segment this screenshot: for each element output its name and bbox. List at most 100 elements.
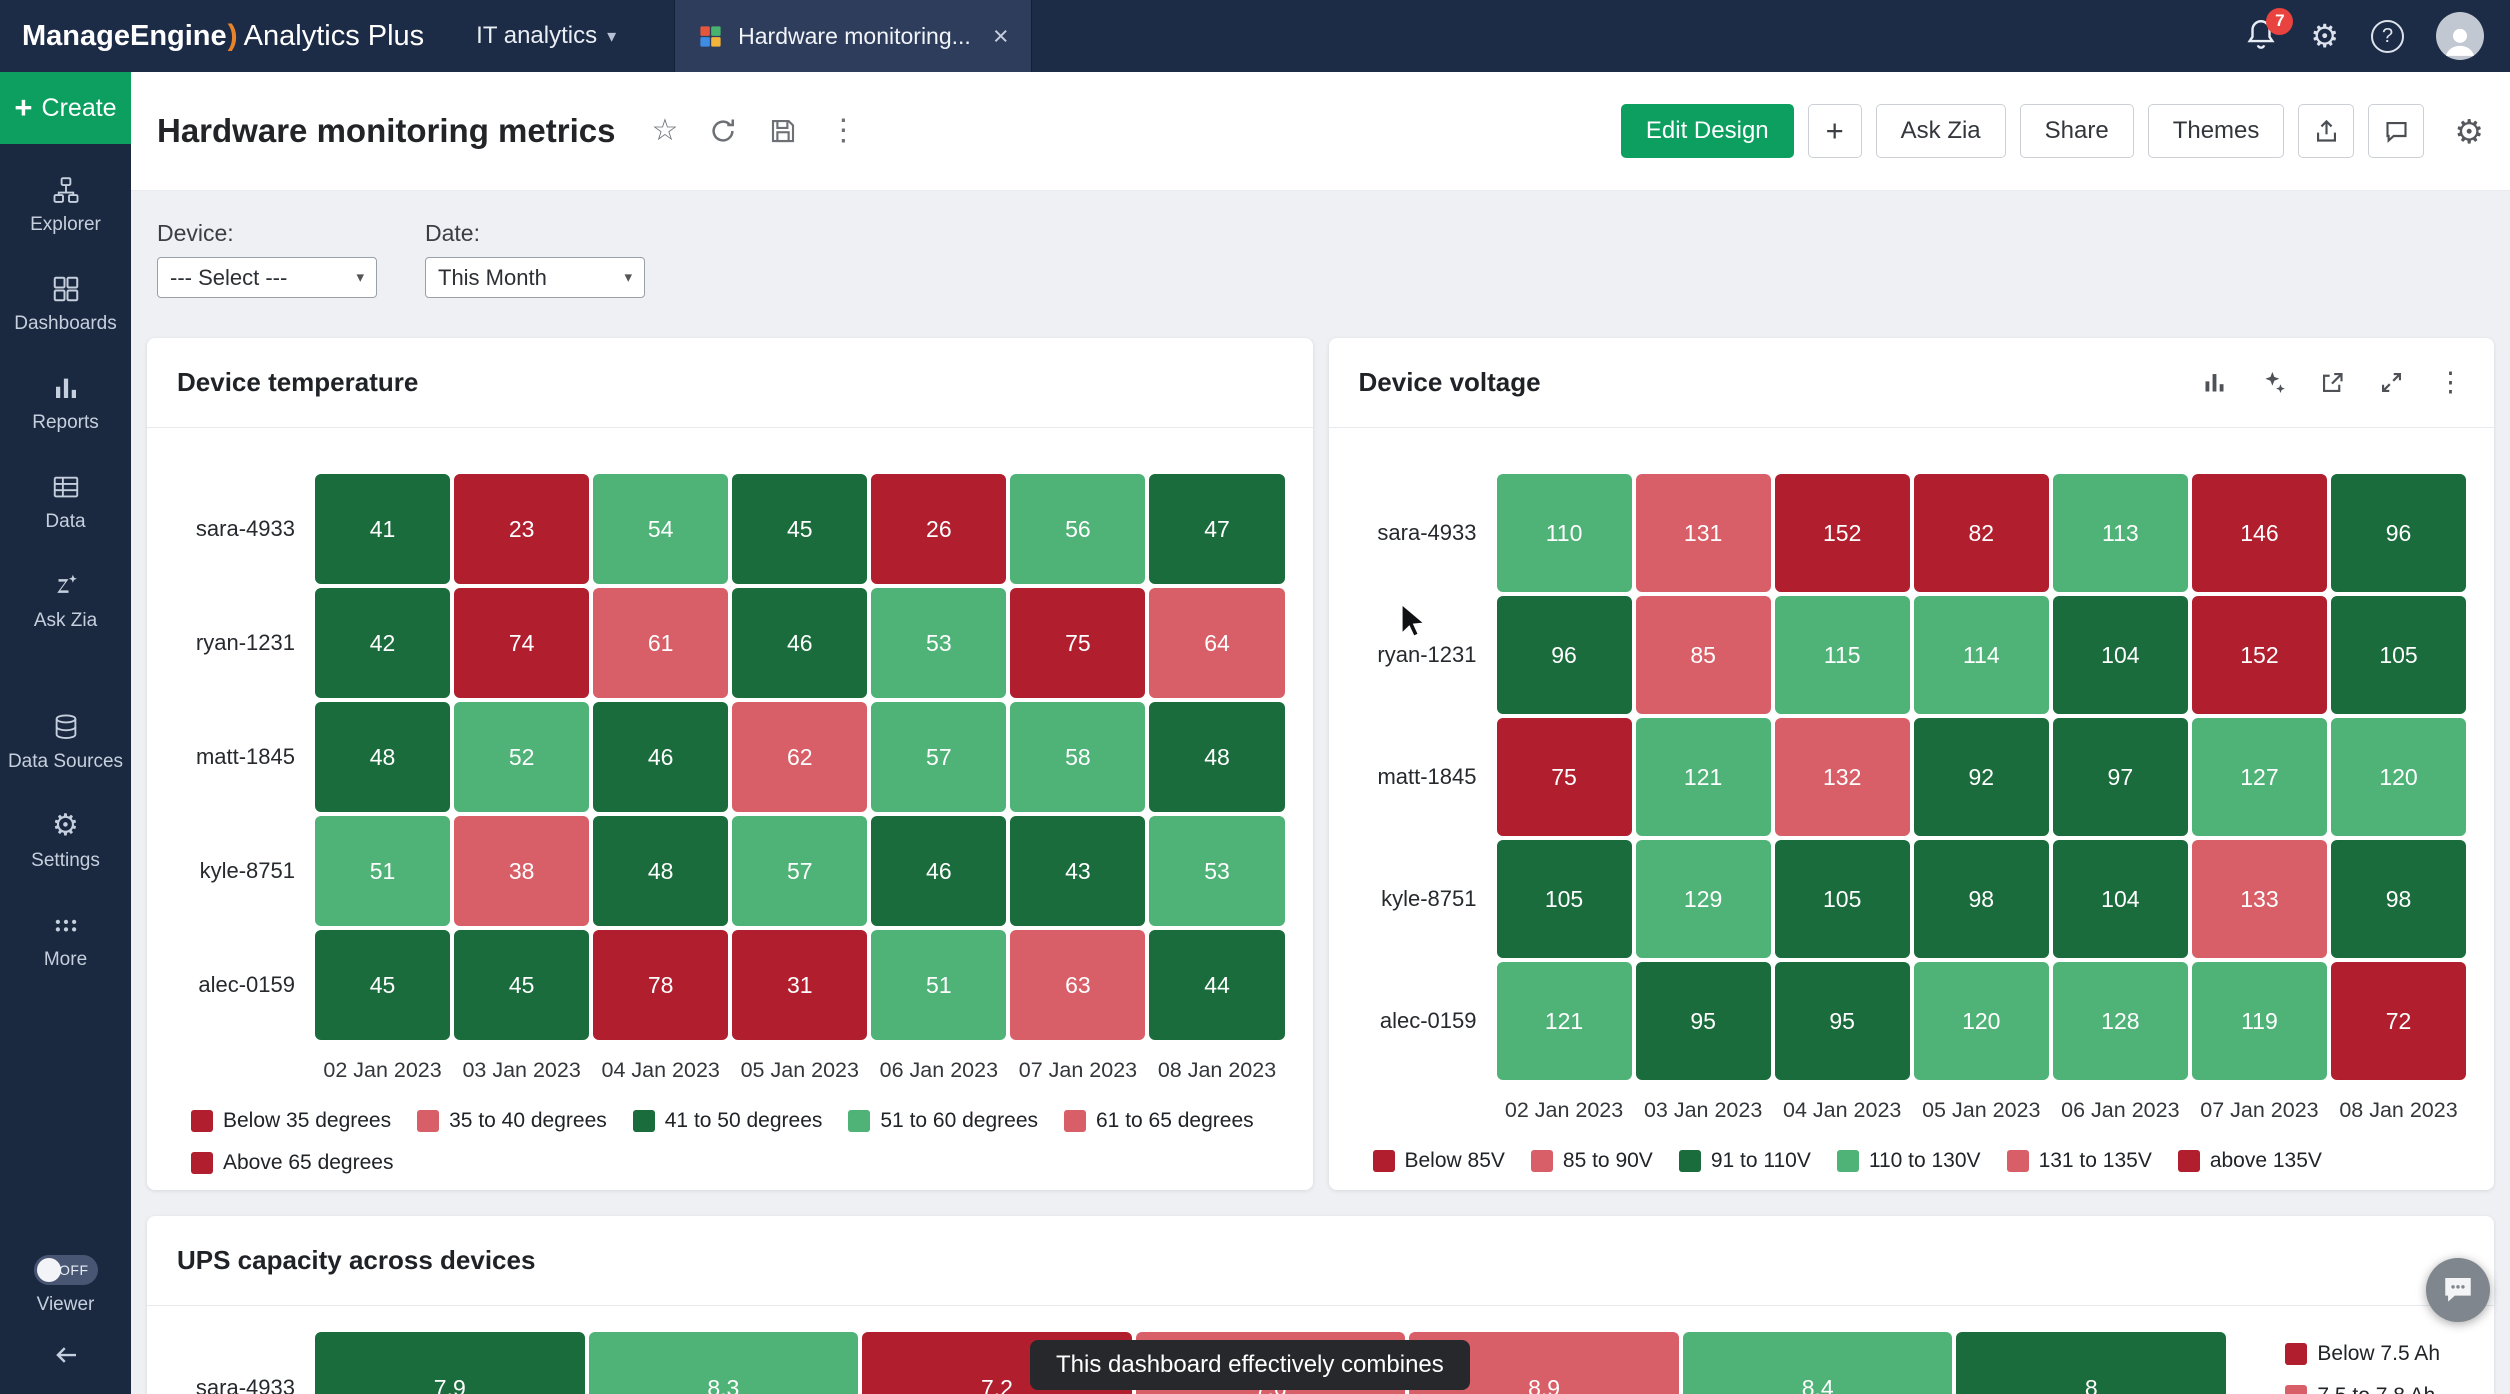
heatmap-cell[interactable]: 132 bbox=[1774, 718, 1910, 836]
sidebar-item-data-sources[interactable]: Data Sources bbox=[0, 693, 131, 792]
heatmap-cell[interactable]: 115 bbox=[1774, 596, 1910, 714]
heatmap-cell[interactable]: 44 bbox=[1149, 930, 1285, 1040]
heatmap-cell[interactable]: 45 bbox=[454, 930, 590, 1040]
user-avatar[interactable] bbox=[2436, 12, 2484, 60]
heatmap-cell[interactable]: 62 bbox=[732, 702, 868, 812]
add-button[interactable]: + bbox=[1807, 104, 1862, 158]
heatmap-cell[interactable]: 105 bbox=[1496, 840, 1632, 958]
heatmap-cell[interactable]: 56 bbox=[1010, 474, 1146, 584]
heatmap-cell[interactable]: 98 bbox=[2330, 840, 2467, 958]
heatmap-cell[interactable]: 57 bbox=[871, 702, 1007, 812]
expand-icon[interactable] bbox=[2378, 369, 2405, 396]
heatmap-cell[interactable]: 120 bbox=[2330, 718, 2467, 836]
heatmap-cell[interactable]: 98 bbox=[1913, 840, 2049, 958]
heatmap-cell[interactable]: 51 bbox=[871, 930, 1007, 1040]
heatmap-cell[interactable]: 47 bbox=[1149, 474, 1285, 584]
heatmap-cell[interactable]: 104 bbox=[2052, 840, 2188, 958]
heatmap-cell[interactable]: 131 bbox=[1635, 474, 1771, 592]
heatmap-cell[interactable]: 85 bbox=[1635, 596, 1771, 714]
help-icon[interactable]: ? bbox=[2371, 19, 2404, 53]
heatmap-cell[interactable]: 146 bbox=[2191, 474, 2327, 592]
heatmap-cell[interactable]: 8.3 bbox=[588, 1332, 859, 1394]
zia-insights-icon[interactable] bbox=[2260, 369, 2287, 396]
tab-close-icon[interactable]: × bbox=[992, 20, 1009, 51]
heatmap-cell[interactable]: 127 bbox=[2191, 718, 2327, 836]
sidebar-item-settings[interactable]: ⚙ Settings bbox=[0, 792, 131, 891]
heatmap-cell[interactable]: 128 bbox=[2052, 962, 2188, 1080]
heatmap-cell[interactable]: 48 bbox=[315, 702, 451, 812]
heatmap-cell[interactable]: 8 bbox=[1956, 1332, 2227, 1394]
heatmap-cell[interactable]: 42 bbox=[315, 588, 451, 698]
heatmap-cell[interactable]: 121 bbox=[1496, 962, 1632, 1080]
heatmap-cell[interactable]: 48 bbox=[593, 816, 729, 926]
sidebar-item-ask-zia[interactable]: Ask Zia bbox=[0, 552, 131, 651]
heatmap-cell[interactable]: 41 bbox=[315, 474, 451, 584]
device-filter-select[interactable]: --- Select --- ▾ bbox=[157, 257, 377, 298]
heatmap-cell[interactable]: 48 bbox=[1149, 702, 1285, 812]
heatmap-cell[interactable]: 43 bbox=[1010, 816, 1146, 926]
heatmap-cell[interactable]: 26 bbox=[871, 474, 1007, 584]
collapse-sidebar-icon[interactable] bbox=[51, 1340, 81, 1370]
heatmap-cell[interactable]: 129 bbox=[1635, 840, 1771, 958]
create-button[interactable]: + Create bbox=[0, 72, 131, 144]
sidebar-item-dashboards[interactable]: Dashboards bbox=[0, 255, 131, 354]
heatmap-cell[interactable]: 51 bbox=[315, 816, 451, 926]
comment-button[interactable] bbox=[2368, 104, 2425, 158]
heatmap-cell[interactable]: 8.4 bbox=[1682, 1332, 1953, 1394]
heatmap-cell[interactable]: 53 bbox=[871, 588, 1007, 698]
heatmap-cell[interactable]: 110 bbox=[1496, 474, 1632, 592]
heatmap-cell[interactable]: 57 bbox=[732, 816, 868, 926]
heatmap-cell[interactable]: 114 bbox=[1913, 596, 2049, 714]
heatmap-cell[interactable]: 38 bbox=[454, 816, 590, 926]
heatmap-cell[interactable]: 133 bbox=[2191, 840, 2327, 958]
heatmap-cell[interactable]: 95 bbox=[1774, 962, 1910, 1080]
heatmap-cell[interactable]: 75 bbox=[1010, 588, 1146, 698]
heatmap-cell[interactable]: 74 bbox=[454, 588, 590, 698]
workspace-switcher[interactable]: IT analytics ▾ bbox=[476, 22, 616, 50]
heatmap-cell[interactable]: 72 bbox=[2330, 962, 2467, 1080]
heatmap-cell[interactable]: 97 bbox=[2052, 718, 2188, 836]
heatmap-cell[interactable]: 23 bbox=[454, 474, 590, 584]
heatmap-cell[interactable]: 31 bbox=[732, 930, 868, 1040]
open-in-new-icon[interactable] bbox=[2319, 369, 2346, 396]
viewer-toggle[interactable]: OFF Viewer bbox=[33, 1255, 98, 1316]
chat-button[interactable] bbox=[2426, 1258, 2490, 1322]
sidebar-item-more[interactable]: More bbox=[0, 891, 131, 990]
refresh-icon[interactable] bbox=[708, 116, 738, 146]
heatmap-cell[interactable]: 92 bbox=[1913, 718, 2049, 836]
dashboard-tab[interactable]: Hardware monitoring... × bbox=[674, 0, 1032, 72]
heatmap-cell[interactable]: 53 bbox=[1149, 816, 1285, 926]
ask-zia-button[interactable]: Ask Zia bbox=[1875, 104, 2006, 158]
heatmap-cell[interactable]: 82 bbox=[1913, 474, 2049, 592]
chart-type-icon[interactable] bbox=[2201, 369, 2228, 396]
heatmap-cell[interactable]: 75 bbox=[1496, 718, 1632, 836]
heatmap-cell[interactable]: 58 bbox=[1010, 702, 1146, 812]
date-filter-select[interactable]: This Month ▾ bbox=[425, 257, 645, 298]
heatmap-cell[interactable]: 95 bbox=[1635, 962, 1771, 1080]
share-button[interactable]: Share bbox=[2019, 104, 2134, 158]
heatmap-cell[interactable]: 121 bbox=[1635, 718, 1771, 836]
heatmap-cell[interactable]: 96 bbox=[2330, 474, 2467, 592]
heatmap-cell[interactable]: 46 bbox=[593, 702, 729, 812]
heatmap-cell[interactable]: 78 bbox=[593, 930, 729, 1040]
admin-gear-icon[interactable]: ⚙ bbox=[2310, 18, 2339, 54]
save-icon[interactable] bbox=[768, 116, 798, 146]
themes-button[interactable]: Themes bbox=[2147, 104, 2285, 158]
heatmap-cell[interactable]: 46 bbox=[871, 816, 1007, 926]
heatmap-cell[interactable]: 96 bbox=[1496, 596, 1632, 714]
heatmap-cell[interactable]: 104 bbox=[2052, 596, 2188, 714]
heatmap-cell[interactable]: 120 bbox=[1913, 962, 2049, 1080]
export-button[interactable] bbox=[2298, 104, 2355, 158]
dashboard-settings-icon[interactable]: ⚙ bbox=[2454, 112, 2484, 150]
more-options-icon[interactable]: ⋮ bbox=[828, 114, 859, 147]
heatmap-cell[interactable]: 152 bbox=[2191, 596, 2327, 714]
heatmap-cell[interactable]: 63 bbox=[1010, 930, 1146, 1040]
heatmap-cell[interactable]: 119 bbox=[2191, 962, 2327, 1080]
sidebar-item-explorer[interactable]: Explorer bbox=[0, 156, 131, 255]
heatmap-cell[interactable]: 45 bbox=[732, 474, 868, 584]
toggle-track[interactable]: OFF bbox=[33, 1255, 98, 1285]
notification-bell[interactable]: 7 bbox=[2244, 7, 2294, 56]
heatmap-cell[interactable]: 7.9 bbox=[315, 1332, 585, 1394]
heatmap-cell[interactable]: 152 bbox=[1774, 474, 1910, 592]
heatmap-cell[interactable]: 105 bbox=[2330, 596, 2467, 714]
